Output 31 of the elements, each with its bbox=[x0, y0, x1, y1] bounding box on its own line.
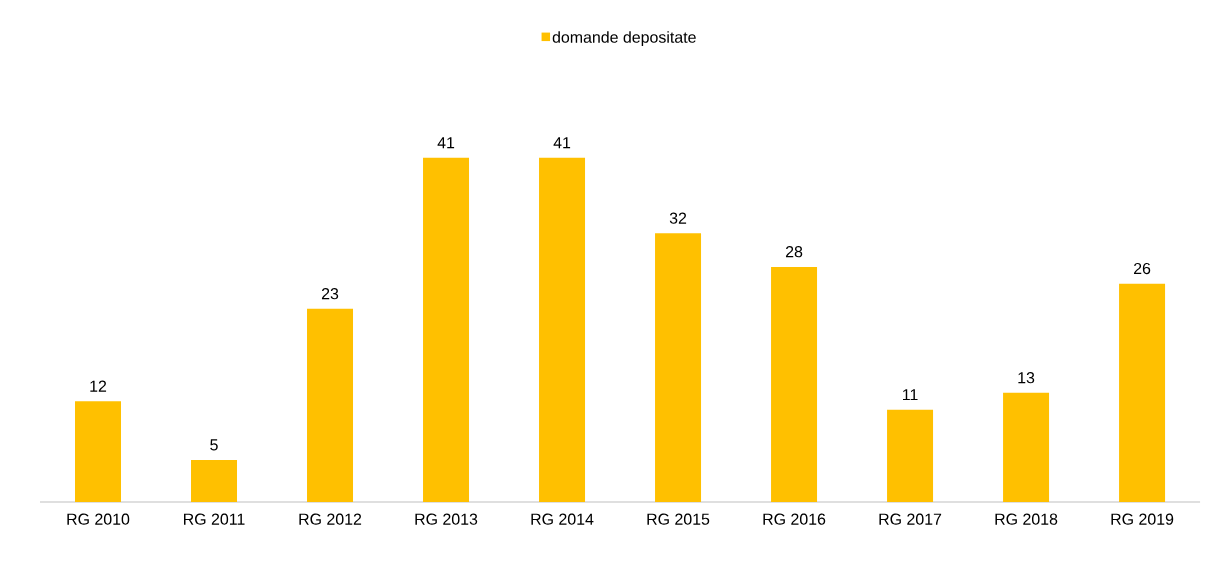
bar bbox=[191, 460, 238, 502]
x-tick-label: RG 2014 bbox=[531, 513, 594, 525]
x-tick-label: RG 2017 bbox=[879, 513, 942, 525]
x-tick-label: RG 2012 bbox=[299, 513, 362, 525]
data-label: 41 bbox=[437, 137, 455, 149]
bar bbox=[307, 308, 354, 502]
x-tick-label: RG 2010 bbox=[67, 513, 130, 525]
data-label: 5 bbox=[210, 439, 218, 451]
x-tick-label: RG 2018 bbox=[995, 513, 1058, 525]
bar bbox=[771, 266, 818, 502]
bar bbox=[423, 157, 470, 502]
data-label: 11 bbox=[902, 389, 918, 401]
x-tick-label: RG 2019 bbox=[1111, 513, 1174, 525]
data-label: 13 bbox=[1018, 372, 1035, 384]
bar bbox=[1119, 283, 1166, 502]
bar bbox=[75, 401, 121, 502]
x-tick-label: RG 2015 bbox=[647, 513, 710, 525]
bar bbox=[539, 157, 586, 502]
x-tick-label: RG 2011 bbox=[184, 513, 245, 525]
data-label: 28 bbox=[785, 246, 803, 258]
bar bbox=[655, 233, 702, 502]
data-label: 32 bbox=[669, 212, 687, 224]
legend-label: domande depositate bbox=[552, 31, 696, 47]
x-tick-label: RG 2016 bbox=[763, 513, 826, 525]
data-label: 26 bbox=[1133, 262, 1151, 275]
data-label: 41 bbox=[553, 137, 571, 149]
data-label: 23 bbox=[321, 288, 339, 300]
x-tick-label: RG 2013 bbox=[415, 513, 478, 525]
bar bbox=[1003, 392, 1050, 502]
data-label: 12 bbox=[90, 380, 107, 392]
bar bbox=[887, 409, 934, 502]
